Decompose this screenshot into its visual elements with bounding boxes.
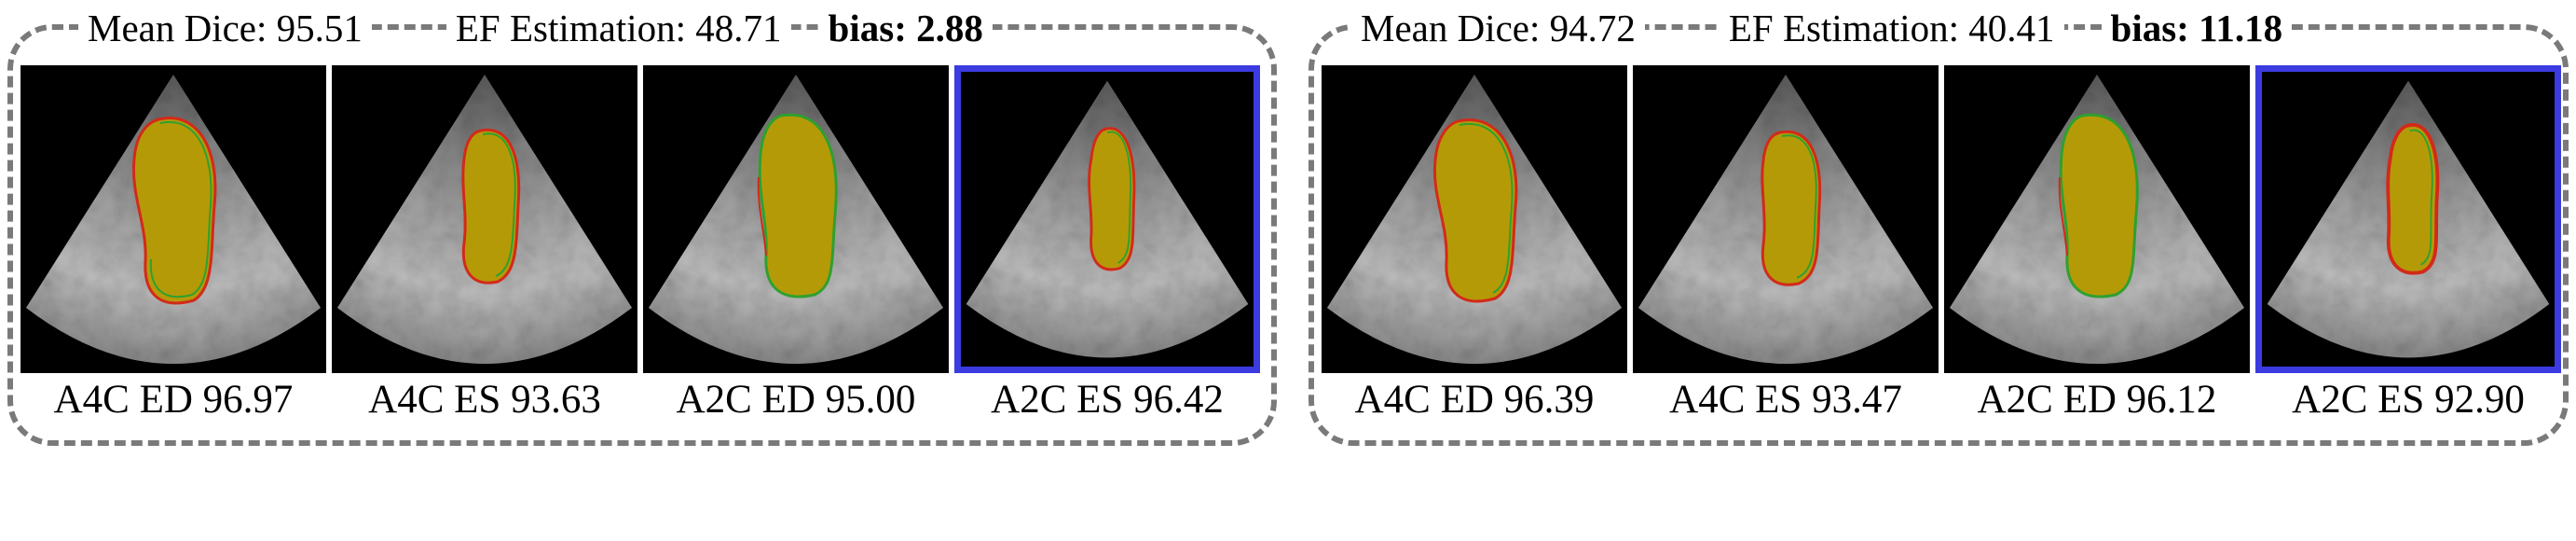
echo-image [649,75,943,364]
echo-image [26,75,321,364]
echo-image [337,75,632,364]
group-header: Mean Dice: 94.72 EF Estimation: 40.41 bi… [1314,2,2563,54]
ef-estimation-label: EF Estimation: 40.41 [1719,6,2064,50]
mean-dice-label: Mean Dice: 94.72 [1351,6,1645,50]
panel-caption: A2C ES 96.42 [991,378,1224,422]
echo-panel-a4c-ed [1322,65,1627,373]
group-header: Mean Dice: 95.51 EF Estimation: 48.71 bi… [13,2,1271,54]
panel-caption: A4C ES 93.47 [1669,378,1902,422]
panel-caption: A2C ED 95.00 [676,378,916,422]
echo-panel-a4c-es [1633,65,1939,373]
echo-panel-a2c-ed [643,65,949,373]
echo-image [966,80,1249,358]
panel-caption: A2C ED 96.12 [1977,378,2217,422]
echo-image [2267,80,2550,358]
result-group-1: Mean Dice: 95.51 EF Estimation: 48.71 bi… [7,6,1277,446]
bias-label: bias: 11.18 [2101,6,2293,50]
echo-panel-a2c-es [2255,65,2561,373]
bias-label: bias: 2.88 [818,6,993,50]
panel-caption: A4C ED 96.97 [53,378,294,422]
panel-caption: A4C ES 93.63 [368,378,601,422]
echo-panel-a4c-ed [21,65,326,373]
panel-caption: A2C ES 92.90 [2292,378,2525,422]
ef-estimation-label: EF Estimation: 48.71 [445,6,791,50]
mean-dice-label: Mean Dice: 95.51 [78,6,372,50]
echo-image [1638,75,1933,364]
echo-panel-a4c-es [332,65,637,373]
panel-caption: A4C ED 96.39 [1354,378,1595,422]
result-group-2: Mean Dice: 94.72 EF Estimation: 40.41 bi… [1309,6,2569,446]
echo-image [1327,75,1622,364]
echo-panel-a2c-ed [1944,65,2250,373]
echo-image [1950,75,2244,364]
echo-panel-a2c-es [954,65,1260,373]
